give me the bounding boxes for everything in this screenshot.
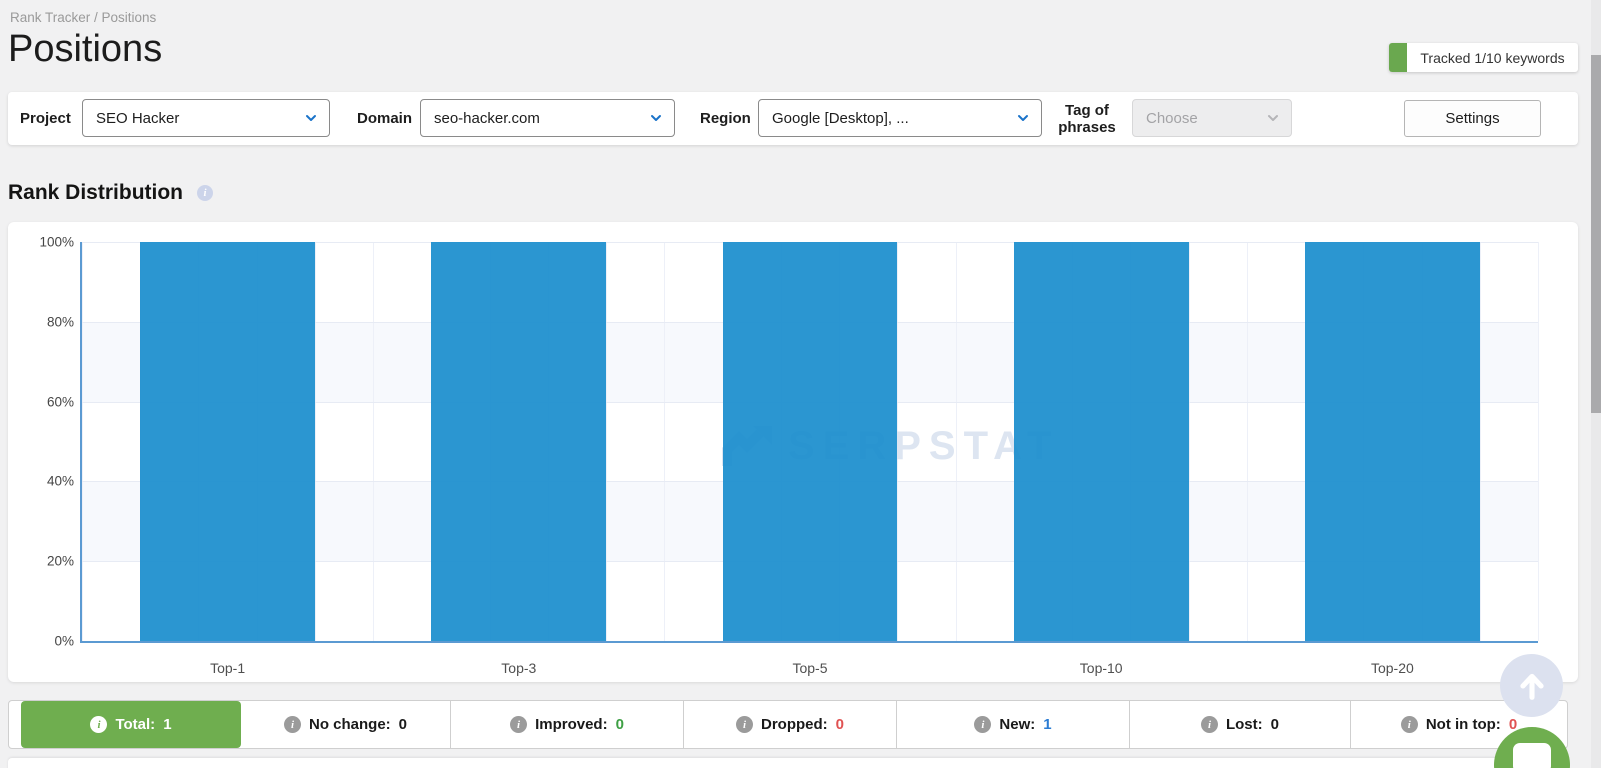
breadcrumb[interactable]: Rank Tracker / Positions: [10, 10, 157, 25]
stat-total[interactable]: i Total: 1: [21, 701, 241, 748]
y-axis-line: [80, 242, 82, 641]
scrollbar-track[interactable]: [1591, 0, 1601, 768]
tag-select-disabled[interactable]: Choose: [1132, 99, 1292, 137]
x-tick-label: Top-20: [1370, 660, 1414, 676]
stats-bar: i Total: 1 i No change: 0 i Improved: 0 …: [8, 700, 1568, 749]
stat-not-in-top[interactable]: i Not in top: 0: [1350, 701, 1567, 748]
chart-bar[interactable]: [722, 242, 898, 641]
chevron-down-icon: [1268, 115, 1278, 121]
scroll-to-top-button[interactable]: [1500, 654, 1563, 717]
x-tick-label: Top-10: [1079, 660, 1123, 676]
x-axis-line: [80, 641, 1538, 643]
y-tick-label: 20%: [46, 553, 74, 569]
stat-label: Lost:: [1225, 716, 1263, 733]
stat-value: 0: [1508, 716, 1518, 733]
chart-plot: SERPSTAT: [80, 242, 1539, 643]
info-icon: i: [283, 716, 301, 733]
chart-bar[interactable]: [1013, 242, 1189, 641]
chat-icon: [1513, 743, 1551, 768]
stat-value: 0: [835, 716, 844, 733]
tag-select-placeholder: Choose: [1146, 109, 1198, 127]
chart-bar[interactable]: [140, 242, 315, 641]
stat-value: 0: [1270, 716, 1279, 733]
info-icon: i: [1400, 716, 1418, 733]
region-select-value: Google [Desktop], ...: [772, 109, 909, 127]
x-tick-label: Top-5: [792, 660, 828, 676]
region-label: Region: [700, 110, 751, 127]
stat-new[interactable]: i New: 1: [896, 701, 1129, 748]
stat-value: 0: [615, 716, 624, 733]
info-icon: i: [735, 716, 753, 733]
stat-no-change[interactable]: i No change: 0: [241, 701, 450, 748]
y-tick-label: 100%: [39, 234, 74, 250]
x-tick-label: Top-1: [210, 660, 246, 676]
rank-distribution-chart-card: 100% 80% 60% 40% 20% 0% SERPSTAT Top-1 Top-3 To…: [8, 222, 1578, 682]
section-title: Rank Distribution: [8, 181, 184, 204]
domain-select-value: seo-hacker.com: [434, 109, 540, 127]
info-icon: i: [90, 716, 108, 733]
tag-of-phrases-label: Tag of phrases: [1058, 101, 1116, 136]
domain-label: Domain: [357, 110, 413, 127]
chart-bar[interactable]: [1305, 242, 1480, 641]
y-tick-label: 80%: [46, 314, 74, 330]
settings-button[interactable]: Settings: [1404, 100, 1541, 137]
stat-value: 1: [1043, 716, 1052, 733]
info-icon[interactable]: i: [197, 185, 214, 201]
up-arrow-icon: [1519, 673, 1544, 700]
stat-lost[interactable]: i Lost: 0: [1129, 701, 1350, 748]
stat-value: 1: [163, 716, 172, 733]
x-axis-labels: Top-1 Top-3 Top-5 Top-10 Top-20: [82, 654, 1538, 678]
stat-label: Total:: [115, 716, 156, 733]
stat-label: Dropped:: [760, 716, 828, 733]
scrollbar-thumb[interactable]: [1591, 55, 1601, 413]
stat-improved[interactable]: i Improved: 0: [450, 701, 683, 748]
tracked-badge-label: Tracked 1/10 keywords: [1420, 49, 1565, 66]
chevron-down-icon: [306, 115, 316, 121]
project-select[interactable]: SEO Hacker: [82, 99, 330, 137]
stat-label: No change:: [308, 716, 391, 733]
y-tick-label: 40%: [46, 473, 74, 489]
info-icon: i: [974, 716, 992, 733]
region-select[interactable]: Google [Desktop], ...: [758, 99, 1042, 137]
domain-select[interactable]: seo-hacker.com: [420, 99, 675, 137]
filter-bar: Project SEO Hacker Domain seo-hacker.com…: [8, 92, 1578, 145]
stat-value: 0: [398, 716, 408, 733]
info-icon: i: [1200, 716, 1218, 733]
project-select-value: SEO Hacker: [96, 109, 180, 127]
chart-bar[interactable]: [431, 242, 607, 641]
stat-label: New:: [999, 716, 1036, 733]
y-tick-label: 60%: [46, 394, 74, 410]
chevron-down-icon: [1018, 115, 1028, 121]
tracked-keywords-badge: Tracked 1/10 keywords: [1389, 43, 1578, 72]
page-title: Positions: [8, 28, 163, 70]
project-label: Project: [20, 110, 71, 127]
stat-label: Improved:: [535, 716, 608, 733]
stat-dropped[interactable]: i Dropped: 0: [683, 701, 896, 748]
chevron-down-icon: [651, 115, 661, 121]
tracked-green-swatch: [1389, 43, 1407, 72]
stat-label: Not in top:: [1425, 716, 1501, 733]
y-axis-labels: 100% 80% 60% 40% 20% 0%: [12, 235, 74, 649]
next-card-edge: [8, 758, 1568, 768]
info-icon: i: [510, 716, 528, 733]
x-tick-label: Top-3: [501, 660, 537, 676]
y-tick-label: 0%: [54, 633, 74, 649]
rank-distribution-heading: Rank Distribution i: [8, 181, 214, 205]
